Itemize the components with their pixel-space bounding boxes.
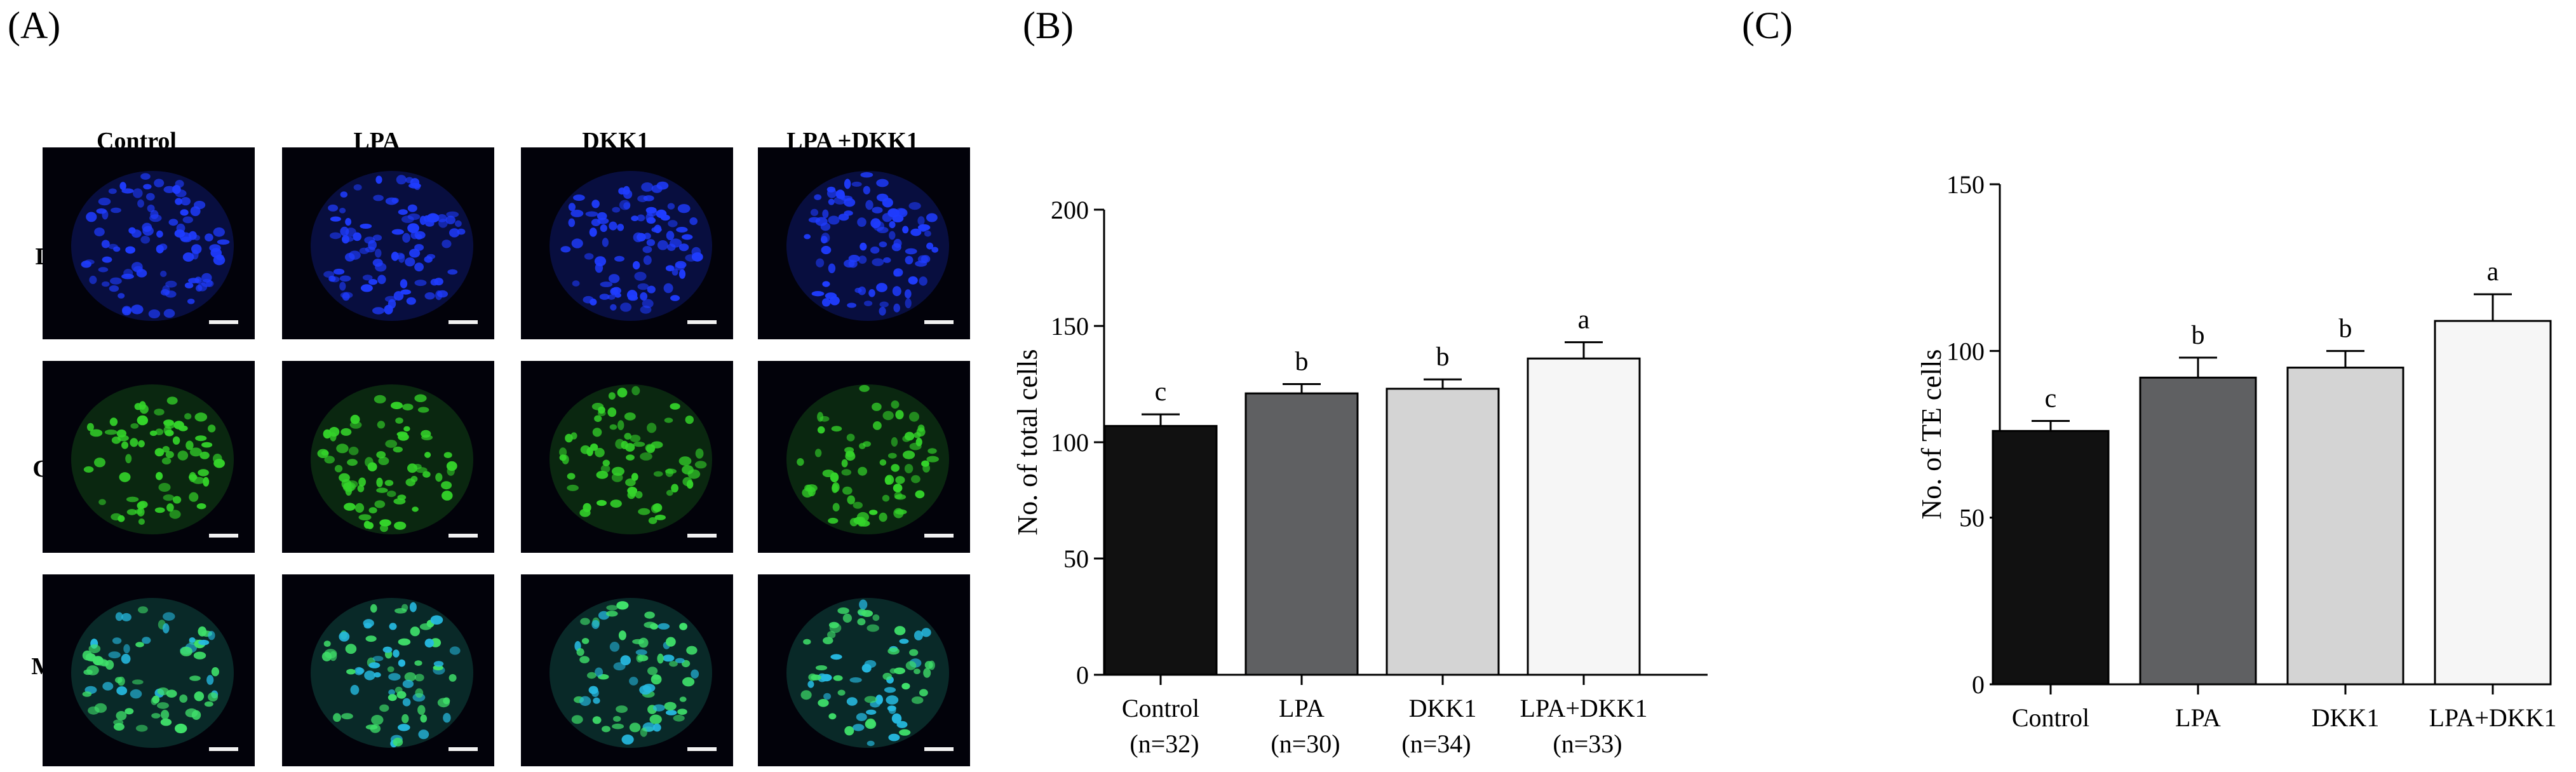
- x-tick-label: DKK1: [1409, 694, 1477, 722]
- y-tick-label: 0: [1076, 661, 1089, 689]
- micrograph-dapi-4: [758, 147, 970, 339]
- chart-te-cells: 0 50 100 150 No. of TE cells c Control b LPA b DKK…: [1741, 0, 2576, 772]
- micrograph-merge-3: [521, 574, 733, 766]
- micrograph-dapi-1: [43, 147, 255, 339]
- significance-label: b: [2339, 314, 2352, 343]
- scale-bar: [687, 747, 717, 751]
- x-tick-label: LPA: [1279, 694, 1325, 722]
- scale-bar: [687, 320, 717, 324]
- x-tick-label: LPA+DKK1: [1520, 694, 1647, 722]
- scale-bar: [209, 320, 238, 324]
- micrograph-image: [786, 384, 949, 534]
- micrograph-image: [786, 171, 949, 321]
- micrograph-image: [71, 384, 234, 534]
- scale-bar: [924, 747, 954, 751]
- y-tick-label: 50: [1063, 545, 1089, 573]
- micrograph-image: [71, 171, 234, 321]
- significance-label: b: [2192, 321, 2205, 350]
- bar-lpa-dkk1: [2434, 320, 2552, 686]
- micrograph-image: [786, 598, 949, 748]
- micrograph-image: [71, 598, 234, 748]
- micrograph-cdx2-4: [758, 361, 970, 553]
- sample-size-label: (n=30): [1271, 729, 1340, 758]
- scale-bar: [448, 747, 478, 751]
- bar-control: [1103, 424, 1218, 676]
- panel-label-a: (A): [8, 4, 61, 46]
- micrograph-cdx2-3: [521, 361, 733, 553]
- x-tick-label: LPA: [2175, 703, 2221, 732]
- y-tick-label: 50: [1959, 504, 1985, 532]
- bar-lpa: [2139, 376, 2257, 686]
- significance-label: a: [2487, 257, 2499, 287]
- micrograph-image: [311, 384, 473, 534]
- significance-label: c: [2045, 384, 2057, 414]
- chart-total-cells-svg: 0 50 100 150 200 No. of total cells c Control (n…: [1012, 196, 1708, 758]
- bar-dkk1: [2286, 367, 2404, 686]
- micrograph-image: [311, 171, 473, 321]
- y-axis-label: No. of total cells: [1012, 349, 1043, 535]
- scale-bar: [924, 534, 954, 538]
- bar-lpa-dkk1: [1527, 357, 1641, 676]
- y-tick-label: 200: [1051, 196, 1089, 224]
- chart-te-cells-svg: 0 50 100 150 No. of TE cells c Control b LPA b DKK…: [1916, 170, 2557, 732]
- y-tick-label: 100: [1946, 337, 1985, 365]
- scale-bar: [448, 320, 478, 324]
- y-axis-label: No. of TE cells: [1916, 349, 1947, 519]
- significance-label: b: [1436, 342, 1450, 372]
- bar-lpa: [1244, 392, 1359, 676]
- scale-bar: [209, 747, 238, 751]
- micrograph-cdx2-1: [43, 361, 255, 553]
- scale-bar: [687, 534, 717, 538]
- bar-dkk1: [1386, 388, 1500, 676]
- scale-bar: [448, 534, 478, 538]
- micrograph-merge-2: [282, 574, 494, 766]
- scale-bar: [924, 320, 954, 324]
- scale-bar: [209, 534, 238, 538]
- micrograph-image: [550, 598, 712, 748]
- panel-label-b: (B): [1023, 4, 1074, 46]
- sample-size-label: (n=34): [1401, 729, 1471, 758]
- x-tick-label: Control: [2012, 703, 2089, 732]
- micrograph-merge-1: [43, 574, 255, 766]
- micrograph-image: [311, 598, 473, 748]
- significance-label: b: [1295, 348, 1309, 377]
- sample-size-label: (n=32): [1130, 729, 1199, 758]
- y-tick-label: 0: [1972, 670, 1985, 699]
- x-tick-label: DKK1: [2312, 703, 2380, 732]
- chart-total-cells: 0 50 100 150 200 No. of total cells c Control (n…: [991, 0, 1741, 772]
- x-tick-label: Control: [1122, 694, 1199, 722]
- x-tick-label: LPA+DKK1: [2429, 703, 2556, 732]
- micrograph-dapi-3: [521, 147, 733, 339]
- panel-label-c: (C): [1742, 4, 1793, 46]
- micrograph-image: [550, 171, 712, 321]
- micrograph-dapi-2: [282, 147, 494, 339]
- sample-size-label: (n=33): [1553, 729, 1622, 758]
- micrograph-merge-4: [758, 574, 970, 766]
- y-tick-label: 100: [1051, 428, 1089, 457]
- significance-label: c: [1155, 377, 1167, 407]
- micrograph-cdx2-2: [282, 361, 494, 553]
- significance-label: a: [1578, 306, 1590, 335]
- micrograph-image: [550, 384, 712, 534]
- bar-control: [1992, 430, 2110, 686]
- y-tick-label: 150: [1051, 312, 1089, 341]
- microscopy-panel: Control LPA DKK1 LPA +DKK1 DAPI CDX2 Mer…: [0, 0, 991, 772]
- y-tick-label: 150: [1946, 170, 1985, 199]
